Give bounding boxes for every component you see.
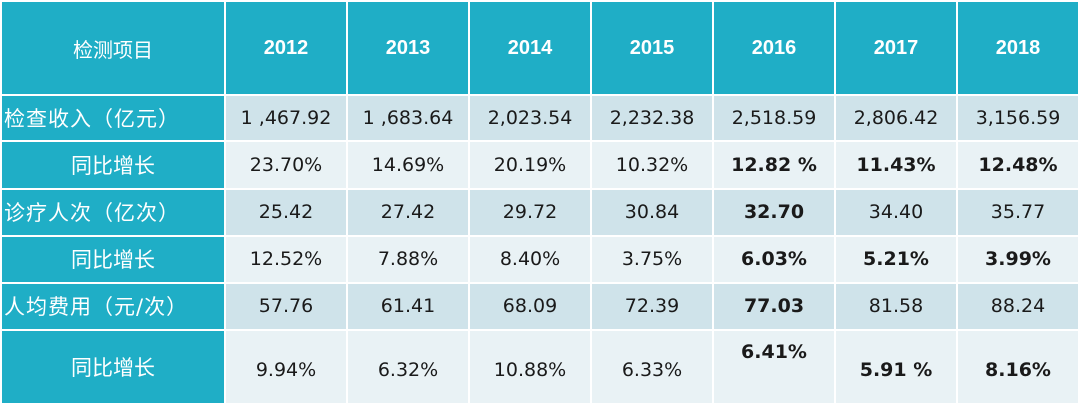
table-cell: 9.94% (226, 330, 346, 403)
year-header: 2015 (592, 2, 712, 94)
table-cell: 29.72 (470, 190, 590, 235)
table-cell: 88.24 (958, 284, 1078, 329)
table-cell: 25.42 (226, 190, 346, 235)
header-label: 检测项目 (2, 2, 224, 94)
table-cell: 81.58 (836, 284, 956, 329)
year-header: 2018 (958, 2, 1078, 94)
table-cell: 61.41 (348, 284, 468, 329)
table-cell: 68.09 (470, 284, 590, 329)
row-label: 检查收入（亿元） (2, 96, 224, 141)
table-cell: 5.91 % (836, 330, 956, 403)
table-row: 同比增长 9.94% 6.32% 10.88% 6.33% 6.41% 5.91… (2, 330, 1078, 403)
table-cell: 2,806.42 (836, 96, 956, 141)
year-header: 2014 (470, 2, 590, 94)
table-cell: 30.84 (592, 190, 712, 235)
table-cell: 1 ,467.92 (226, 96, 346, 141)
table-cell: 2,232.38 (592, 96, 712, 141)
table-cell: 2,518.59 (714, 96, 834, 141)
table-cell: 7.88% (348, 236, 468, 283)
table-cell: 12.82 % (714, 142, 834, 189)
table-cell: 11.43% (836, 142, 956, 189)
table-cell: 3.99% (958, 236, 1078, 283)
table-row: 同比增长 12.52% 7.88% 8.40% 3.75% 6.03% 5.21… (2, 236, 1078, 283)
table-row: 检查收入（亿元） 1 ,467.92 1 ,683.64 2,023.54 2,… (2, 96, 1078, 141)
row-label: 同比增长 (2, 330, 224, 403)
table-cell: 14.69% (348, 142, 468, 189)
year-header: 2012 (226, 2, 346, 94)
table-cell: 3.75% (592, 236, 712, 283)
table-cell: 20.19% (470, 142, 590, 189)
table-cell: 57.76 (226, 284, 346, 329)
year-header: 2013 (348, 2, 468, 94)
table-row: 诊疗人次（亿次） 25.42 27.42 29.72 30.84 32.70 3… (2, 190, 1078, 235)
table-cell: 10.32% (592, 142, 712, 189)
table-cell: 12.48% (958, 142, 1078, 189)
table-cell: 35.77 (958, 190, 1078, 235)
table-cell: 1 ,683.64 (348, 96, 468, 141)
table-cell: 32.70 (714, 190, 834, 235)
table-cell: 8.16% (958, 330, 1078, 403)
table-cell: 5.21% (836, 236, 956, 283)
row-label: 诊疗人次（亿次） (2, 190, 224, 235)
table-row: 人均费用（元/次） 57.76 61.41 68.09 72.39 77.03 … (2, 284, 1078, 329)
table-cell: 27.42 (348, 190, 468, 235)
table-cell: 2,023.54 (470, 96, 590, 141)
table-cell: 6.03% (714, 236, 834, 283)
table-cell: 8.40% (470, 236, 590, 283)
row-label: 同比增长 (2, 236, 224, 283)
table-cell: 72.39 (592, 284, 712, 329)
table-cell: 34.40 (836, 190, 956, 235)
table-cell: 6.33% (592, 330, 712, 403)
table-cell: 23.70% (226, 142, 346, 189)
row-label: 人均费用（元/次） (2, 284, 224, 329)
year-header: 2017 (836, 2, 956, 94)
table-row: 同比增长 23.70% 14.69% 20.19% 10.32% 12.82 %… (2, 142, 1078, 189)
row-label: 同比增长 (2, 142, 224, 189)
table-cell: 3,156.59 (958, 96, 1078, 141)
table-cell: 6.41% (714, 330, 834, 403)
table-cell: 77.03 (714, 284, 834, 329)
table-cell: 12.52% (226, 236, 346, 283)
table-cell: 6.32% (348, 330, 468, 403)
table-cell: 10.88% (470, 330, 590, 403)
year-header: 2016 (714, 2, 834, 94)
header-row: 检测项目 2012 2013 2014 2015 2016 2017 2018 (2, 2, 1078, 94)
